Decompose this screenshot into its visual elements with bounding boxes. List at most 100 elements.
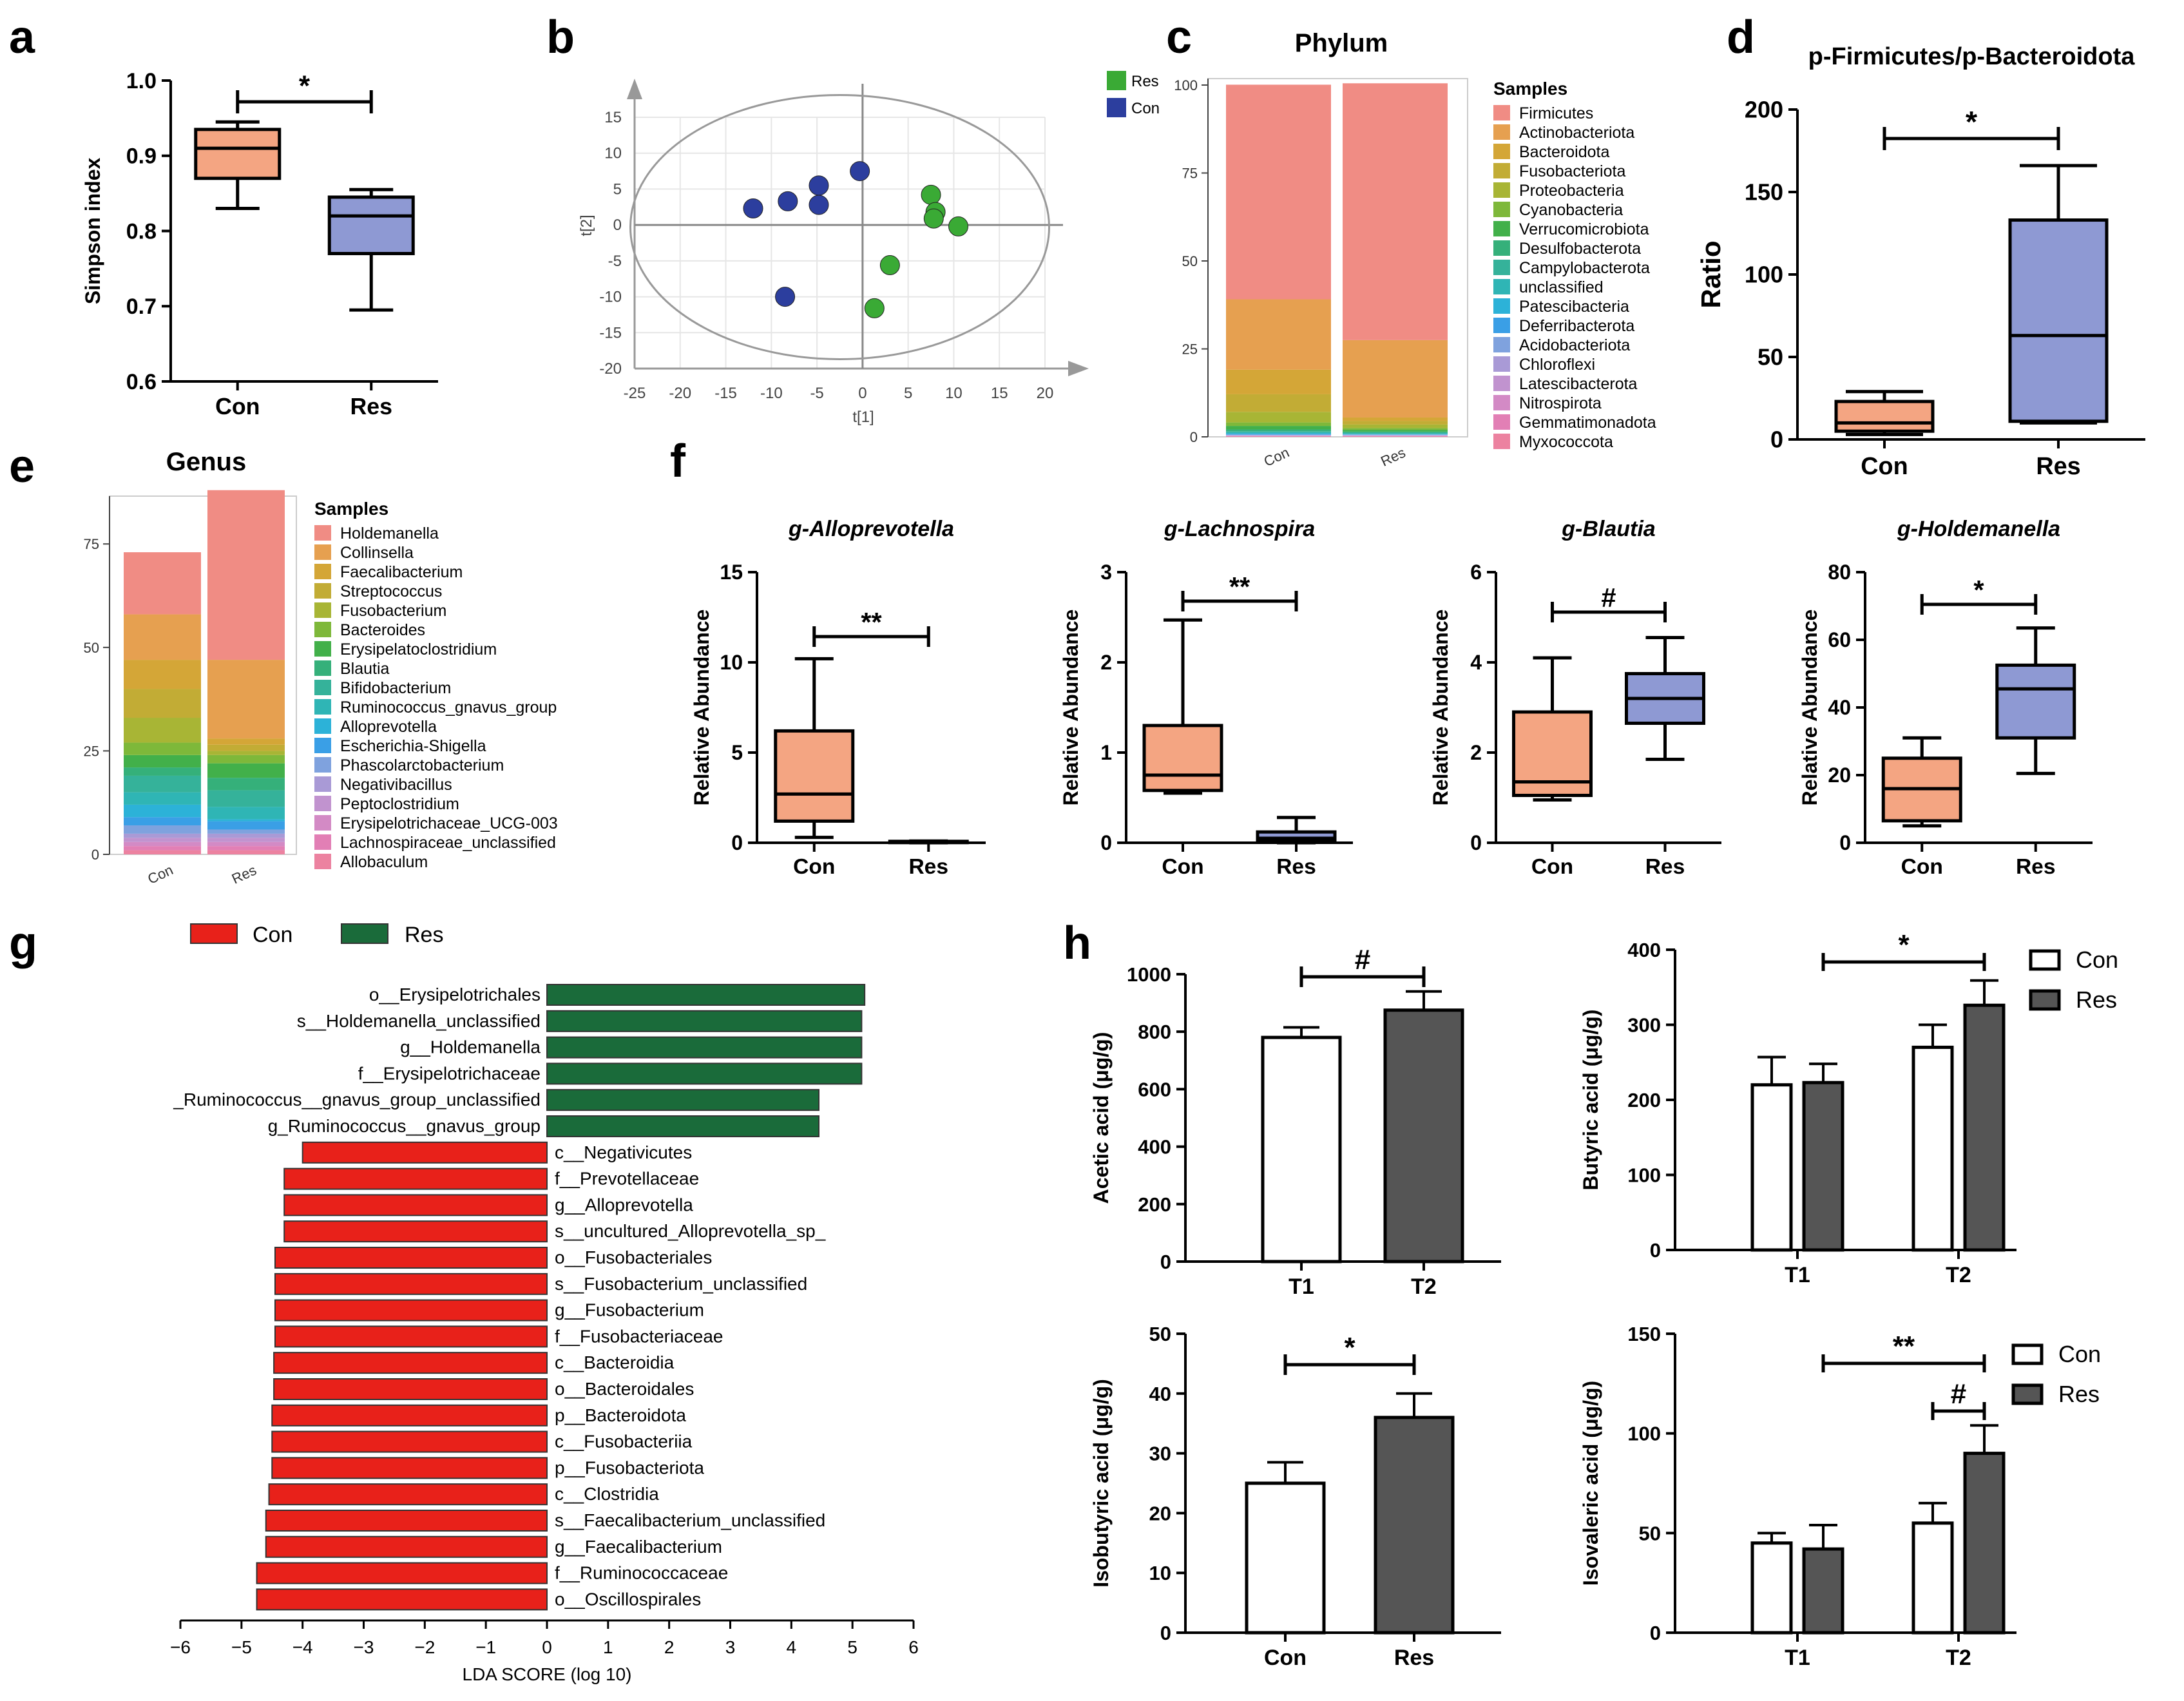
chart-f2: 0 1 2 3 Con Res ** Relative Abundance g-Lachnosp… (1059, 517, 1353, 879)
y-axis-label: Relative Abundance (1429, 610, 1452, 806)
x-tick-label: −5 (231, 1637, 252, 1657)
legend-label: Deferribacterota (1519, 317, 1634, 335)
stacked-segment (1226, 432, 1331, 434)
y-tick-label: 75 (1182, 166, 1198, 182)
y-tick-label: 0.7 (126, 294, 157, 319)
y-tick-label: 10 (1149, 1562, 1171, 1584)
legend-swatch (314, 718, 331, 734)
x-tick-label: Con (215, 394, 260, 419)
legend-swatch (314, 738, 331, 753)
lda-label: c__Fusobacteriia (555, 1432, 693, 1452)
stacked-segment (1343, 434, 1448, 435)
significance-label: * (1344, 1332, 1355, 1363)
bar-res (1802, 1547, 1844, 1635)
x-tick-label: -20 (669, 385, 691, 402)
lda-bar-con (265, 1535, 548, 1558)
legend-label: Bifidobacterium (340, 679, 451, 697)
stacked-segment (1343, 431, 1448, 433)
y-tick-label: 200 (1138, 1193, 1171, 1216)
legend-swatch (314, 525, 331, 541)
stacked-segment (124, 833, 201, 838)
legend-label: Myxococcota (1519, 433, 1613, 451)
stacked-segment (207, 838, 285, 842)
x-tick-label: Res (2036, 453, 2080, 480)
y-tick-label: 200 (1745, 97, 1783, 123)
y-axis-label: Relative Abundance (690, 610, 713, 806)
stacked-segment (124, 660, 201, 689)
y-tick-label: 100 (1627, 1423, 1661, 1445)
significance-label: # (1355, 944, 1370, 975)
y-tick-label: 0 (1650, 1239, 1661, 1262)
legend-swatch (314, 564, 331, 579)
legend-label: Escherichia-Shigella (340, 737, 486, 755)
legend-swatch (314, 660, 331, 676)
significance-label: ** (1229, 572, 1250, 602)
stacked-segment (124, 775, 201, 793)
y-axis-label: Isobutyric acid (μg/g) (1089, 1379, 1113, 1588)
stacked-segment (1226, 429, 1331, 432)
stacked-segment (1343, 417, 1448, 421)
lda-bar-con (283, 1194, 548, 1216)
y-axis-arrow (627, 79, 642, 99)
x-tick-label: Res (2016, 855, 2056, 879)
y-axis-label: Isovaleric acid (μg/g) (1579, 1381, 1602, 1586)
legend-swatch (341, 923, 388, 944)
lda-label: g__Alloprevotella (555, 1195, 693, 1215)
y-tick-label: 25 (1182, 341, 1198, 358)
stacked-segment (1226, 412, 1331, 423)
legend-swatch (314, 583, 331, 599)
lda-bar-res (546, 1036, 863, 1059)
y-tick-label: 15 (720, 561, 743, 584)
x-axis-label: t[1] (852, 408, 874, 426)
legend-swatch (1493, 240, 1510, 256)
x-tick-label: T2 (1946, 1646, 1971, 1670)
y-tick-label: 25 (84, 743, 99, 759)
stacked-segment (124, 841, 201, 847)
x-tick-label: 4 (787, 1637, 797, 1657)
legend-label: Erysipelatoclostridium (340, 640, 497, 658)
y-tick-label: 5 (731, 741, 743, 764)
y-tick-label: 50 (1182, 253, 1198, 269)
stacked-segment (124, 838, 201, 842)
stacked-segment (207, 778, 285, 791)
x-tick-label: 5 (847, 1637, 857, 1657)
y-tick-label: -5 (608, 253, 622, 270)
y-tick-label: 20 (1828, 764, 1851, 787)
y-tick-label: 5 (613, 180, 622, 198)
stacked-segment (124, 614, 201, 660)
x-tick-label: 0 (858, 385, 867, 402)
chart-c: 0 25 50 75 100 Con Res Phylum Samples Firmicutes A… (1174, 29, 1656, 470)
legend-label: Allobaculum (340, 853, 428, 871)
legend-label: Ruminococcus_gnavus_group (340, 698, 557, 716)
y-tick-label: -15 (599, 324, 622, 341)
y-tick-label: 0 (731, 831, 743, 854)
bar-res (1374, 1416, 1455, 1635)
y-tick-label: 100 (1627, 1164, 1661, 1187)
significance-label: # (1951, 1378, 1966, 1410)
lda-bar-con (256, 1562, 548, 1584)
y-tick-label: 0 (1100, 831, 1112, 854)
panel-f: f (670, 436, 686, 487)
lda-label: o__Erysipelotrichales (369, 985, 541, 1004)
legend-label: Patescibacteria (1519, 298, 1629, 316)
lda-label: p__Bacteroidota (555, 1405, 686, 1425)
bar-con (1911, 1521, 1954, 1635)
x-tick-label: 2 (664, 1637, 675, 1657)
x-tick-label: -15 (714, 385, 737, 402)
y-tick-label: 40 (1828, 696, 1851, 719)
y-tick-label: 400 (1138, 1136, 1171, 1158)
y-axis-label: Simpson index (81, 158, 104, 305)
lda-bar-con (283, 1220, 548, 1243)
y-tick-label: 0 (1650, 1622, 1661, 1644)
box-con (1142, 724, 1223, 793)
legend-swatch (1493, 414, 1510, 430)
stacked-segment (1226, 431, 1331, 432)
legend-swatch (1493, 356, 1510, 372)
box-res (1995, 663, 2076, 740)
x-tick-label: Res (1394, 1646, 1434, 1670)
y-tick-label: 400 (1627, 939, 1661, 961)
x-tick-label: Res (229, 862, 259, 887)
lda-bar-con (274, 1273, 548, 1295)
legend-label: Res (405, 923, 443, 947)
scatter-point-con (743, 198, 763, 219)
